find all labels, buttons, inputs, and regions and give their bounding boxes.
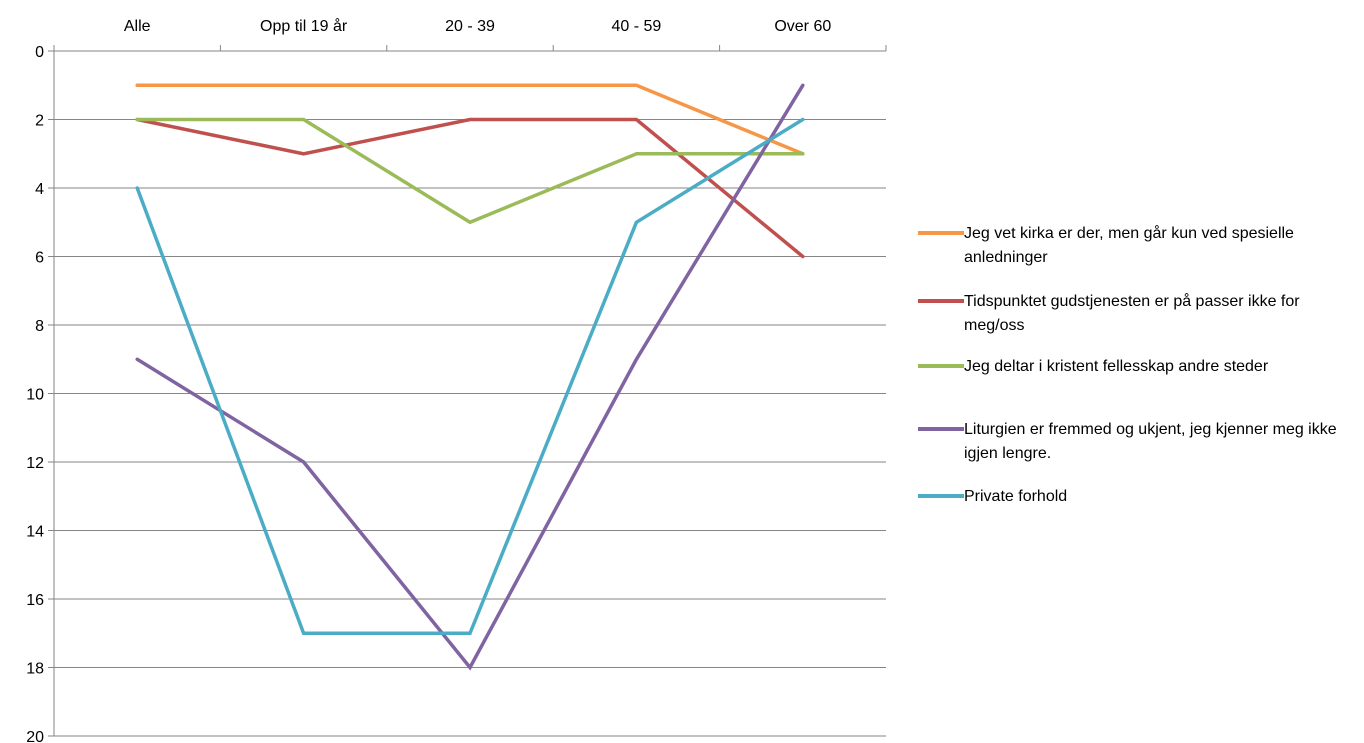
series-lines: [135, 83, 805, 671]
legend-label: Tidspunktet gudstjenesten er på passer i…: [964, 293, 1300, 334]
axes: [48, 45, 887, 737]
y-tick-label: 4: [35, 181, 44, 198]
legend-swatch: [918, 299, 964, 303]
legend-label: Liturgien er fremmed og ukjent, jeg kjen…: [964, 421, 1337, 462]
y-axis-tick-labels: 0 2 4 6 8 10 12 14 16 18 20: [26, 44, 44, 743]
y-tick-label: 2: [35, 113, 44, 130]
legend-item: Liturgien er fremmed og ukjent, jeg kjen…: [918, 418, 1358, 466]
x-axis-tick-labels: Alle Opp til 19 år 20 - 39 40 - 59 Over 60: [124, 17, 831, 35]
legend-swatch: [918, 364, 964, 368]
x-tick-label: Opp til 19 år: [260, 17, 348, 35]
legend-swatch: [918, 231, 964, 235]
legend-label: Private forhold: [964, 488, 1068, 505]
y-tick-label: 8: [35, 318, 44, 335]
y-tick-label: 6: [35, 250, 44, 267]
legend-swatch: [918, 494, 964, 498]
y-tick-label: 18: [26, 661, 44, 678]
x-tick-label: 20 - 39: [445, 18, 495, 35]
legend-label: Jeg vet kirka er der, men går kun ved sp…: [964, 225, 1294, 266]
gridlines: [54, 119, 886, 668]
legend-item: Tidspunktet gudstjenesten er på passer i…: [918, 290, 1358, 338]
y-tick-label: 10: [26, 387, 44, 404]
legend-label: Jeg deltar i kristent fellesskap andre s…: [964, 358, 1269, 375]
series-line-5: [135, 117, 805, 636]
x-tick-label: Over 60: [774, 18, 831, 35]
y-tick-label: 0: [35, 44, 44, 61]
legend-swatch: [918, 427, 964, 431]
series-line-2: [135, 117, 805, 259]
series-line-3: [135, 117, 805, 225]
y-tick-label: 20: [26, 729, 44, 743]
y-tick-label: 16: [26, 592, 44, 609]
legend-item: Private forhold: [918, 485, 1358, 509]
y-tick-label: 14: [26, 524, 44, 541]
x-tick-label: Alle: [124, 18, 151, 35]
series-line-1: [135, 83, 805, 156]
x-tick-label: 40 - 59: [611, 18, 661, 35]
series-line-4: [135, 83, 805, 671]
y-tick-label: 12: [26, 455, 44, 472]
legend-item: Jeg vet kirka er der, men går kun ved sp…: [918, 222, 1358, 270]
legend-item: Jeg deltar i kristent fellesskap andre s…: [918, 355, 1358, 379]
